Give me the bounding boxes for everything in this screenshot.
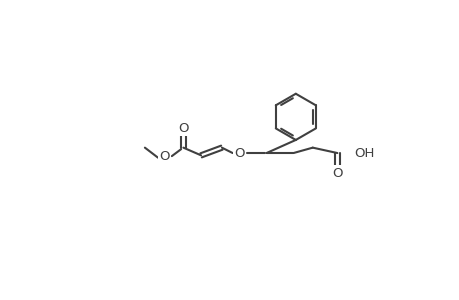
Text: O: O <box>234 146 244 160</box>
Text: O: O <box>331 167 342 180</box>
Text: O: O <box>159 150 170 164</box>
Text: O: O <box>178 122 188 135</box>
Text: OH: OH <box>353 146 374 160</box>
